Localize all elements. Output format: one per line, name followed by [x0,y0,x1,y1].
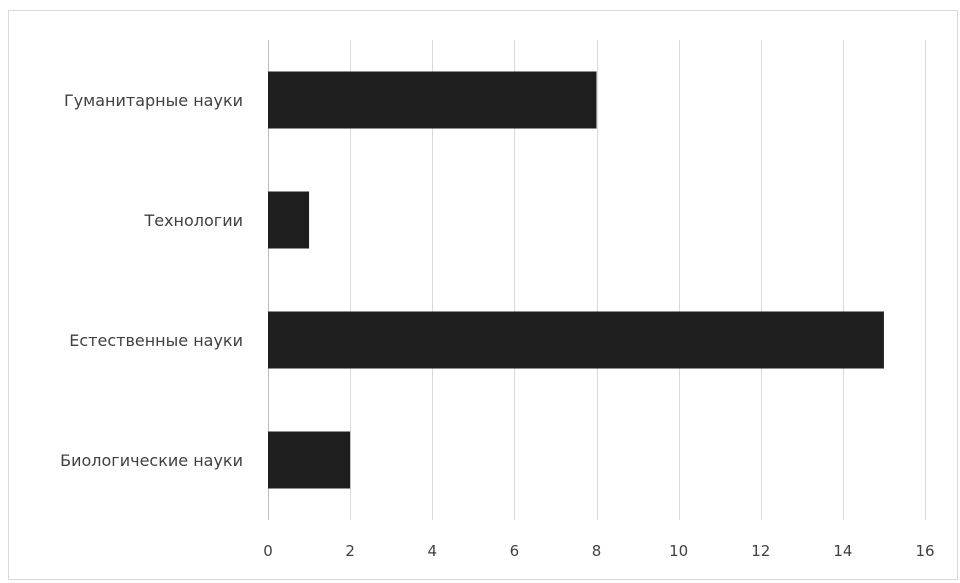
x-tick-label: 6 [510,542,520,560]
bar-2 [268,191,310,249]
x-tick-label: 14 [833,542,852,560]
category-labels: Гуманитарные науки Технологии Естественные… [60,91,243,470]
x-tick-label: 8 [592,542,602,560]
x-tick-label: 10 [669,542,688,560]
x-tick-label: 2 [345,542,355,560]
category-label: Технологии [143,211,243,230]
x-tick-label: 0 [263,542,273,560]
category-label: Естественные науки [69,331,243,350]
bar-3 [268,311,884,369]
x-tick-label: 4 [427,542,437,560]
bar-4 [268,431,351,489]
x-tick-label: 12 [751,542,770,560]
x-tick-label: 16 [915,542,934,560]
bar-1 [268,71,597,129]
bars [268,71,884,489]
category-label: Биологические науки [60,451,243,470]
x-axis-ticks: 0 2 4 6 8 10 12 14 16 [263,542,934,560]
category-label: Гуманитарные науки [64,91,243,110]
